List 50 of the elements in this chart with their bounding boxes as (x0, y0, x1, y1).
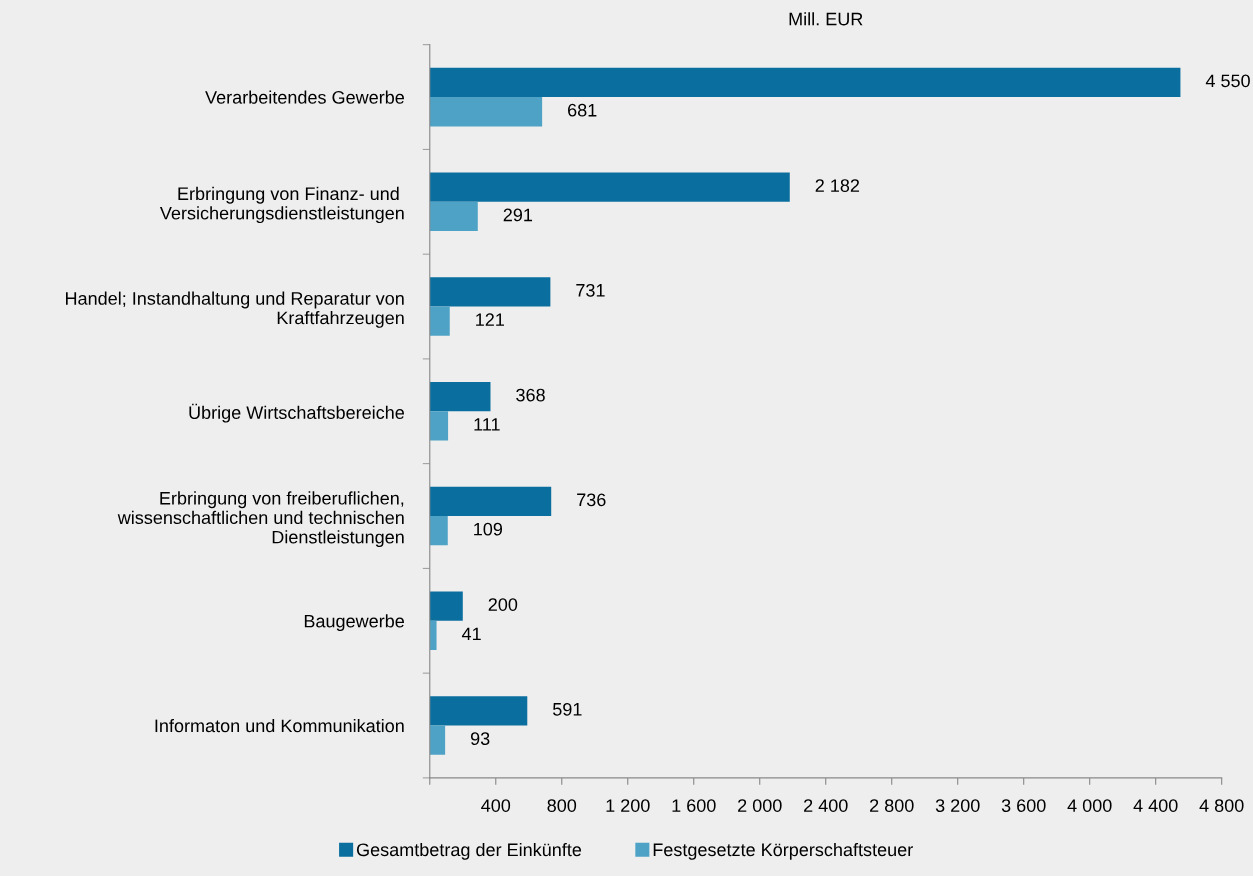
data-label: 736 (577, 493, 606, 507)
y-tick-label: Informaton und Kommunikation (155, 718, 404, 733)
bar (429, 67, 1181, 98)
bar (429, 725, 446, 755)
x-tick-label: 4 800 (1199, 799, 1244, 812)
bar (429, 591, 463, 621)
x-tick-label: 4 000 (1067, 799, 1112, 812)
bar (429, 381, 491, 412)
bar (429, 172, 790, 202)
legend-label: Festgesetzte Körperschaftsteuer (653, 842, 913, 860)
x-tick-label: 2 800 (870, 799, 914, 812)
data-label: 4 550 (1205, 74, 1250, 88)
data-label: 121 (476, 313, 504, 326)
bar (429, 516, 448, 546)
x-tick-label: 400 (481, 799, 511, 812)
data-label: 2 182 (815, 179, 860, 192)
x-tick-label: 4 400 (1133, 799, 1178, 812)
bar (429, 277, 551, 307)
x-tick-label: 1 200 (606, 799, 650, 812)
x-tick-label: 800 (547, 799, 577, 812)
y-tick-label: Handel; Instandhaltung und Reparatur von Kraftfahrzeugen (66, 291, 404, 328)
data-label: 200 (488, 598, 518, 611)
bar (429, 411, 449, 441)
x-tick-label: 3 200 (935, 799, 980, 812)
bar (429, 306, 450, 336)
x-tick-label: 2 400 (804, 799, 848, 812)
y-tick-label: Baugewerbe (304, 614, 404, 632)
x-tick-label: 1 600 (672, 799, 716, 812)
bar (429, 696, 528, 726)
bar (429, 97, 543, 127)
bar (429, 201, 478, 232)
x-tick-label: 2 000 (738, 799, 782, 812)
y-tick-label: Erbringung von freiberuflichen, wissenschaftlichen und technischen Dienstleistungen (117, 491, 404, 548)
data-label: 93 (470, 732, 490, 746)
data-label: 681 (568, 103, 597, 117)
data-label: 109 (474, 522, 503, 536)
bar (429, 486, 552, 517)
data-label: 368 (516, 388, 545, 402)
bar (429, 620, 437, 651)
chart-title: Mill. EUR (789, 12, 863, 26)
y-tick-label: Übrige Wirtschaftsbereiche (189, 403, 404, 423)
data-label: 731 (576, 283, 605, 297)
y-tick-label: Verarbeitendes Gewerbe (205, 90, 404, 104)
data-label: 291 (503, 208, 533, 222)
x-tick-label: 3 600 (1001, 799, 1046, 812)
legend-label: Gesamtbetrag der Einkünfte (356, 842, 582, 860)
data-label: 41 (461, 627, 481, 641)
data-label: 111 (474, 418, 500, 431)
data-label: 591 (553, 702, 582, 716)
y-tick-label: Erbringung von Finanz- und Versicherungsdienstleistungen (159, 186, 404, 224)
